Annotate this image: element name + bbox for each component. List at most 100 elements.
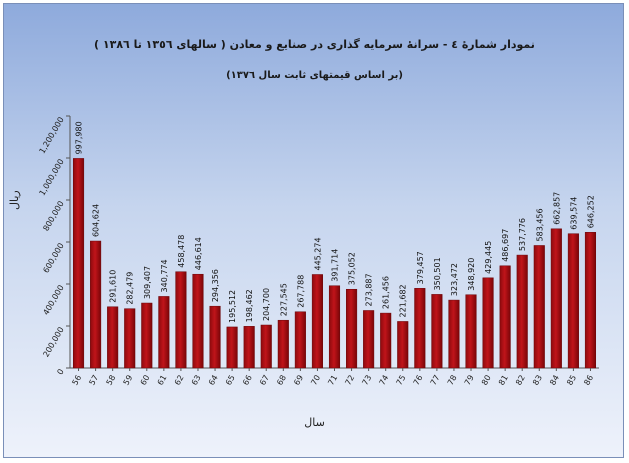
x-tick-label: 71 (326, 374, 339, 387)
bar-value-label: 291,610 (109, 270, 118, 303)
x-tick-label: 68 (275, 374, 288, 387)
bar-value-label: 583,456 (535, 208, 544, 241)
bar (550, 228, 562, 369)
bar (311, 274, 323, 369)
bar-value-label: 227,545 (279, 283, 288, 316)
x-tick-label: 62 (173, 374, 186, 387)
bar-value-label: 429,445 (484, 241, 493, 274)
x-tick-label: 78 (446, 374, 459, 387)
x-tick-label: 75 (395, 374, 408, 387)
y-tick-label: 400,000 (41, 284, 65, 317)
bar (277, 319, 289, 369)
x-tick-label: 80 (480, 374, 493, 387)
y-tick-label: 200,000 (41, 326, 65, 359)
x-tick-label: 56 (70, 374, 83, 387)
x-tick-label: 66 (241, 374, 254, 387)
bar (72, 158, 85, 369)
bar (499, 265, 511, 369)
bar (175, 271, 187, 369)
x-tick-label: 83 (531, 374, 544, 387)
y-tick-label: 800,000 (41, 200, 65, 233)
bar-value-label: 267,788 (296, 275, 305, 308)
bar-value-label: 340,774 (160, 259, 169, 292)
bar-value-label: 282,479 (126, 272, 135, 305)
x-tick-label: 85 (565, 374, 578, 387)
bar-value-label: 350,501 (433, 257, 442, 290)
bar-value-label: 639,574 (569, 197, 578, 230)
bar (107, 306, 119, 369)
x-tick-label: 86 (582, 374, 595, 387)
bar (209, 305, 221, 369)
bar-value-label: 537,776 (518, 218, 527, 251)
bar (363, 310, 375, 369)
bar-value-label: 261,456 (382, 276, 391, 309)
bar (414, 288, 426, 369)
bar (294, 311, 306, 369)
bar (124, 308, 136, 369)
bar-value-label: 446,614 (194, 237, 203, 270)
y-tick-label: 0 (55, 368, 65, 377)
bar (328, 285, 341, 369)
bar-value-label: 323,472 (450, 263, 459, 296)
x-tick-label: 77 (429, 374, 442, 387)
y-tick-label: 1,200,000 (38, 116, 66, 156)
bar (465, 294, 477, 369)
x-tick-label: 74 (378, 374, 391, 387)
x-tick-label: 61 (156, 374, 169, 387)
bar (397, 321, 409, 369)
bar (448, 299, 460, 369)
x-tick-label: 67 (258, 374, 271, 387)
bar (90, 240, 102, 369)
x-tick-label: 65 (224, 374, 237, 387)
x-axis-label: سال (304, 416, 325, 429)
bar (226, 326, 238, 369)
bar-value-label: 604,624 (92, 204, 101, 237)
bar (516, 254, 528, 369)
bar (567, 233, 579, 369)
bar (482, 277, 494, 369)
bar-value-label: 646,252 (586, 195, 595, 228)
x-tick-label: 64 (207, 374, 220, 387)
bar (346, 288, 358, 369)
bar (584, 232, 597, 369)
bar-value-label: 309,407 (143, 266, 152, 299)
bar (260, 324, 272, 369)
bar-value-label: 379,457 (416, 251, 425, 284)
x-tick-label: 59 (122, 374, 135, 387)
x-tick-label: 58 (105, 374, 118, 387)
bar (533, 245, 545, 369)
x-tick-label: 79 (463, 374, 476, 387)
x-tick-label: 72 (343, 374, 356, 387)
x-tick-label: 69 (292, 374, 305, 387)
bar-value-label: 273,887 (365, 273, 374, 306)
bar-value-label: 458,478 (177, 235, 186, 268)
chart-title: نمودار شمارهٔ ٤ - سرانهٔ سرمایه گذاری در… (94, 38, 535, 51)
bar (141, 302, 153, 369)
bar-value-label: 294,356 (211, 269, 220, 302)
x-tick-label: 70 (309, 374, 322, 387)
x-tick-label: 84 (548, 374, 561, 387)
bar (158, 296, 170, 369)
x-tick-label: 73 (360, 374, 373, 387)
bar-value-label: 662,857 (552, 192, 561, 225)
bar-value-label: 198,462 (245, 289, 254, 322)
bar (380, 312, 392, 369)
bar-value-label: 486,697 (501, 229, 510, 262)
x-tick-label: 82 (514, 374, 527, 387)
bar-value-label: 997,980 (75, 121, 84, 154)
bar-value-label: 221,682 (399, 284, 408, 317)
bar (192, 273, 204, 369)
x-tick-label: 63 (190, 374, 203, 387)
bar-value-label: 204,700 (262, 288, 271, 321)
y-tick-label: 1,000,000 (38, 158, 66, 198)
chart-frame (3, 3, 624, 458)
y-tick-label: 600,000 (41, 242, 65, 275)
bar-value-label: 445,274 (313, 237, 322, 270)
bar-value-label: 391,714 (331, 249, 340, 282)
x-tick-label: 57 (87, 374, 100, 387)
bar-value-label: 195,512 (228, 290, 237, 323)
x-tick-label: 60 (139, 374, 152, 387)
bar (431, 294, 443, 369)
bar-value-label: 348,920 (467, 258, 476, 291)
